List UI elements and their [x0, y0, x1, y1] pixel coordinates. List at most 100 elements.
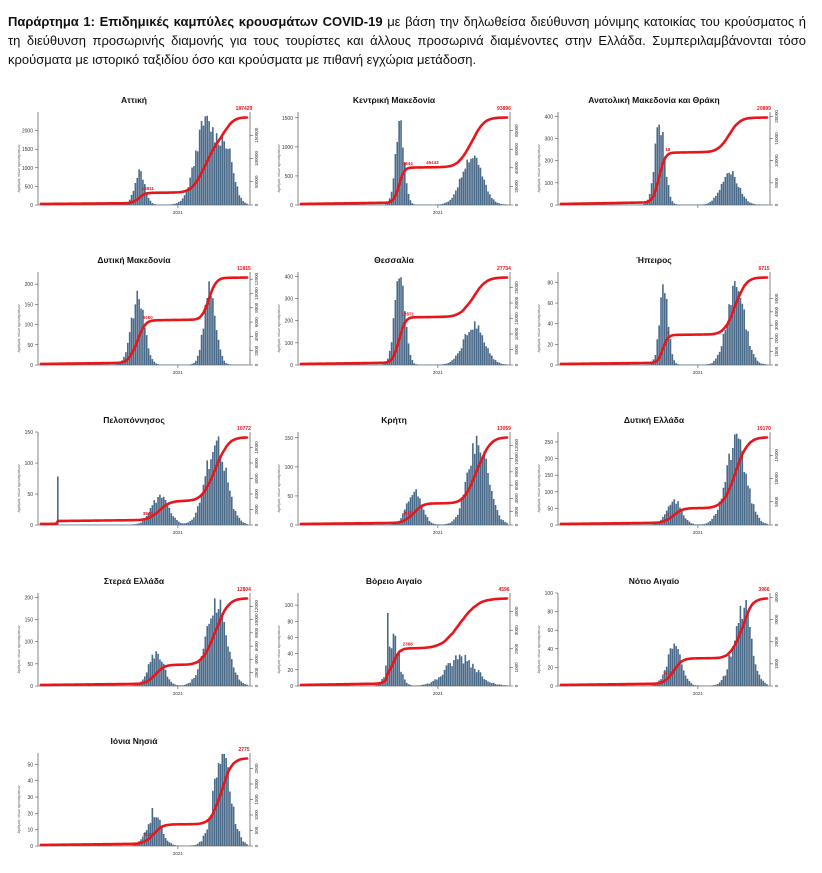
bar [240, 197, 243, 205]
bar [162, 663, 165, 686]
bar [735, 183, 738, 205]
chart-title: Δυτική Ελλάδα [624, 415, 685, 425]
bar [153, 658, 156, 686]
bar [179, 200, 182, 205]
bar [690, 683, 693, 686]
chart-title: Ήπειρος [636, 255, 672, 265]
bar [743, 472, 746, 525]
y-tick-label: 50 [27, 343, 33, 349]
bar [675, 363, 677, 365]
bar [711, 518, 713, 525]
bar [396, 655, 399, 686]
y2-tick-label: 4000 [514, 606, 519, 617]
bar [709, 521, 711, 525]
y-tick-label: 0 [30, 203, 33, 209]
bar [715, 684, 717, 686]
bar [485, 680, 487, 686]
bar [424, 684, 427, 686]
bar [735, 626, 738, 686]
bar [696, 685, 698, 686]
bar [453, 659, 455, 686]
bar [498, 515, 501, 525]
bar [756, 670, 759, 686]
bar [732, 285, 734, 365]
bar [217, 763, 220, 846]
y2-tick-label: 6000 [254, 473, 259, 484]
y-tick-label: 200 [25, 595, 34, 601]
bar [407, 193, 410, 205]
bar [404, 162, 406, 205]
bar [758, 362, 761, 365]
bar [155, 363, 157, 365]
bar [487, 472, 489, 525]
y-tick-label: 50 [27, 662, 33, 668]
bar [441, 674, 444, 686]
bar [492, 682, 495, 686]
bar [230, 162, 233, 205]
bar [185, 684, 188, 686]
bar [732, 447, 734, 525]
bar [407, 684, 410, 686]
bar [413, 204, 416, 205]
bar [464, 334, 467, 365]
bar [140, 308, 142, 365]
bar [153, 204, 156, 205]
bar [178, 521, 180, 525]
bar [174, 845, 176, 846]
bar [198, 502, 201, 525]
bar [673, 203, 676, 205]
bar [470, 158, 472, 205]
bar [404, 311, 406, 365]
bar [204, 833, 207, 846]
bar [498, 362, 501, 365]
bar [698, 524, 700, 525]
bar [212, 127, 214, 205]
bar [492, 199, 495, 205]
bar [483, 179, 486, 205]
bar [189, 177, 191, 205]
bar [667, 326, 670, 365]
bar [195, 150, 197, 205]
cumulative-annotation: 3845 [143, 511, 154, 516]
bar [483, 451, 486, 525]
chart-2: Κεντρική Μακεδονία 0 500 1000 1500 0 20000 4000… [276, 95, 519, 215]
bar [202, 648, 205, 686]
bar [449, 522, 451, 525]
bar [715, 195, 717, 205]
bar [656, 339, 659, 365]
bar [464, 654, 467, 686]
bar [711, 200, 713, 205]
bar [477, 670, 480, 686]
bar [739, 187, 742, 205]
bar [151, 203, 154, 205]
x-tick-label: 2021 [693, 530, 704, 535]
bar [149, 355, 152, 365]
bar [496, 510, 499, 525]
bar [409, 200, 412, 205]
bar [453, 519, 455, 525]
bar [130, 194, 133, 205]
cumulative-annotation: 18 [665, 147, 671, 152]
bar [737, 623, 740, 686]
x-tick-label: 2021 [173, 691, 184, 696]
y-tick-label: 500 [285, 174, 294, 180]
bar [485, 346, 487, 365]
x-tick-label: 2021 [693, 370, 704, 375]
bar [745, 473, 747, 525]
bar [667, 654, 670, 686]
bar [462, 171, 465, 205]
bar [215, 777, 218, 846]
cumulative-annotation: 5950 [143, 315, 154, 320]
y-tick-label: 300 [285, 297, 294, 303]
bar [489, 194, 491, 205]
bar [229, 791, 231, 846]
bar [439, 676, 442, 686]
bar [219, 455, 222, 525]
y-tick-label: 0 [30, 684, 33, 690]
bar [195, 512, 197, 525]
bar [398, 120, 400, 205]
bar [688, 681, 691, 686]
chart-4: Δυτική Μακεδονία050100150200020004000600… [16, 255, 259, 375]
y-axis-label: Αριθμός νέων κρουσμάτων [536, 144, 541, 192]
bar [502, 685, 504, 686]
